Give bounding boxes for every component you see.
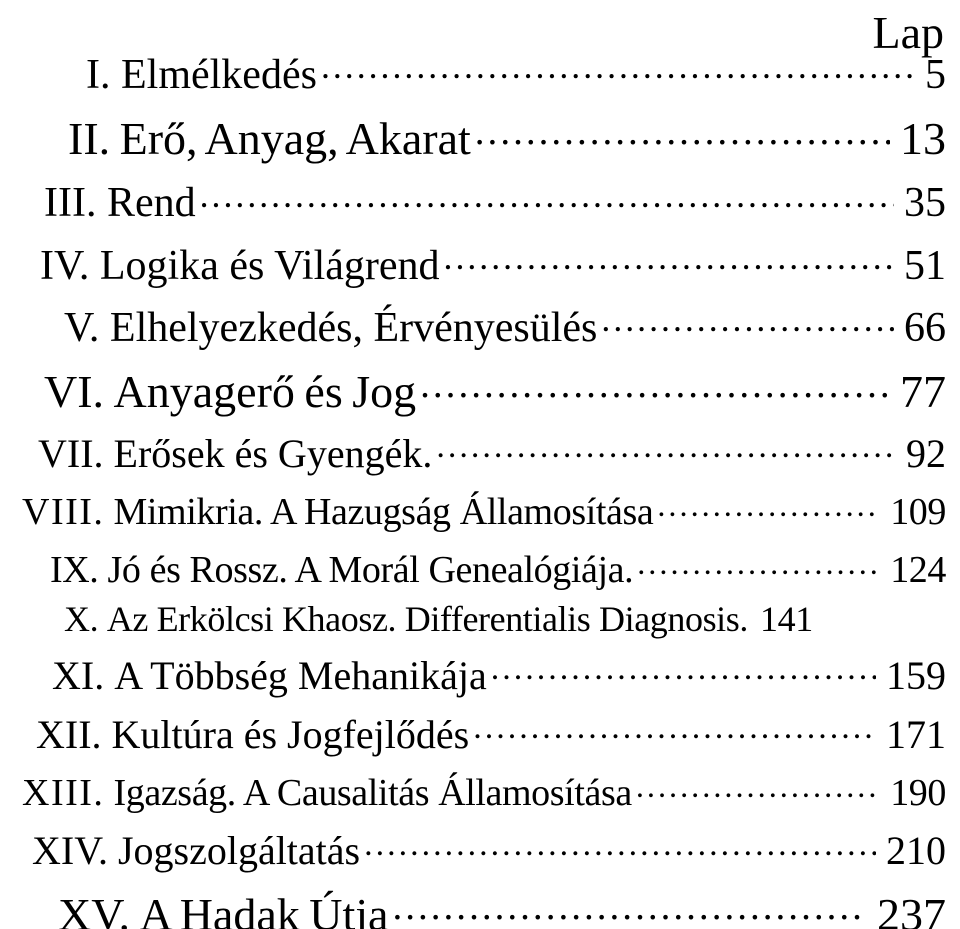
chapter-roman: XIII. <box>22 774 104 812</box>
chapter-roman: III. <box>44 182 96 224</box>
chapter-roman: XV. <box>58 892 130 929</box>
chapter-roman: V. <box>64 307 99 349</box>
leader-dots <box>392 884 867 929</box>
page-number: 77 <box>894 369 946 415</box>
leader-dots <box>473 708 876 748</box>
toc-row: XI. A Többség Mehanikája 159 <box>22 649 946 696</box>
chapter-roman: VIII. <box>22 493 104 531</box>
chapter-roman: VII. <box>38 434 104 474</box>
chapter-title: Jogszolgáltatás <box>118 831 360 871</box>
chapter-roman: XI. <box>52 656 104 696</box>
leader-dots <box>601 299 894 341</box>
toc-row: VI. Anyagerő és Jog 77 <box>22 361 946 415</box>
page-number: 210 <box>880 831 946 871</box>
chapter-title: Elmélkedés <box>121 54 317 96</box>
page-number: 171 <box>880 715 946 755</box>
leader-dots <box>436 427 896 467</box>
leader-dots <box>657 486 880 524</box>
leader-dots <box>637 544 880 582</box>
toc-row: X. Az Erkölcsi Khaosz. Differentialis Di… <box>22 601 946 637</box>
toc-row: I. Elmélkedés 5 <box>22 46 946 96</box>
leader-dots <box>364 824 876 864</box>
leader-dots <box>475 108 890 154</box>
page-number: 141 <box>754 601 813 637</box>
toc-row: XIII. Igazság. A Causalitás Államosítása… <box>22 767 946 812</box>
toc-row: XV. A Hadak Útja 237 <box>22 884 946 929</box>
toc-row: IX. Jó és Rossz. A Morál Genealógiája. 1… <box>22 544 946 589</box>
page-number: 5 <box>919 54 946 96</box>
chapter-title: Rend <box>107 182 196 224</box>
chapter-title: Igazság. A Causalitás Államosítása <box>114 774 632 812</box>
page-number: 237 <box>871 892 946 929</box>
leader-dots <box>444 237 894 279</box>
leader-dots <box>200 174 894 216</box>
toc-row: IV. Logika és Világrend 51 <box>22 237 946 287</box>
chapter-roman: I. <box>86 54 111 96</box>
chapter-roman: IX. <box>50 551 98 589</box>
chapter-title: Jó és Rossz. A Morál Genealógiája. <box>108 551 634 589</box>
page-number: 109 <box>884 493 946 531</box>
leader-dots <box>491 649 876 689</box>
chapter-title: Kultúra és Jogfejlődés <box>112 715 470 755</box>
toc-row: III. Rend 35 <box>22 174 946 224</box>
leader-dots <box>636 767 880 805</box>
page: Lap I. Elmélkedés 5 II. Erő, Anyag, Akar… <box>0 0 960 929</box>
toc-row: II. Erő, Anyag, Akarat 13 <box>22 108 946 162</box>
chapter-roman: X. <box>64 601 98 637</box>
page-number: 35 <box>898 182 946 224</box>
chapter-title: Erősek és Gyengék. <box>114 434 433 474</box>
chapter-roman: XIV. <box>32 831 108 871</box>
chapter-title: Mimikria. A Hazugság Államosítása <box>114 493 654 531</box>
page-number: 51 <box>898 245 946 287</box>
chapter-roman: VI. <box>44 369 104 415</box>
chapter-title: Anyagerő és Jog <box>114 369 417 415</box>
page-number: 66 <box>898 307 946 349</box>
leader-dots <box>321 46 915 88</box>
toc-row: VIII. Mimikria. A Hazugság Államosítása … <box>22 486 946 531</box>
chapter-roman: IV. <box>40 245 89 287</box>
leader-dots <box>420 361 890 407</box>
page-number: 13 <box>894 116 946 162</box>
chapter-title: Az Erkölcsi Khaosz. Differentialis Diagn… <box>107 601 748 637</box>
toc-row: VII. Erősek és Gyengék. 92 <box>22 427 946 474</box>
table-of-contents: I. Elmélkedés 5 II. Erő, Anyag, Akarat 1… <box>22 46 946 929</box>
toc-row: V. Elhelyezkedés, Érvényesülés 66 <box>22 299 946 349</box>
chapter-roman: II. <box>68 116 110 162</box>
page-number: 159 <box>880 656 946 696</box>
page-number: 190 <box>884 774 946 812</box>
toc-row: XII. Kultúra és Jogfejlődés 171 <box>22 708 946 755</box>
chapter-title: Elhelyezkedés, Érvényesülés <box>110 307 597 349</box>
page-number: 124 <box>884 551 946 589</box>
page-number: 92 <box>900 434 946 474</box>
toc-row: XIV. Jogszolgáltatás 210 <box>22 824 946 871</box>
chapter-title: A Hadak Útja <box>140 892 389 929</box>
chapter-title: Erő, Anyag, Akarat <box>120 116 471 162</box>
chapter-roman: XII. <box>36 715 102 755</box>
chapter-title: Logika és Világrend <box>100 245 440 287</box>
chapter-title: A Többség Mehanikája <box>114 656 487 696</box>
